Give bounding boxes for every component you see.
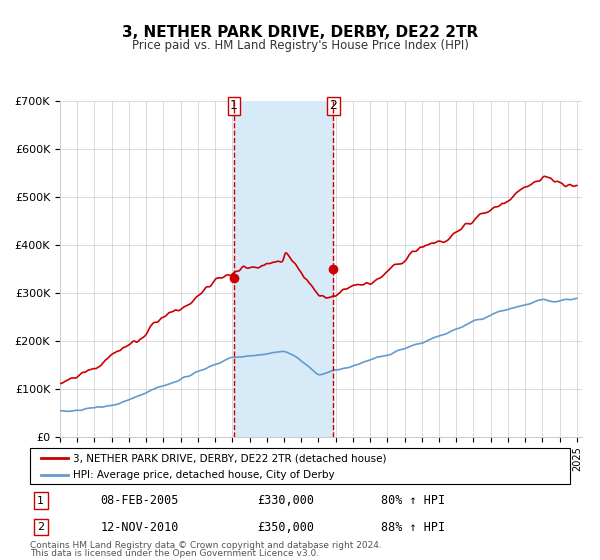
- Text: 12-NOV-2010: 12-NOV-2010: [100, 521, 179, 534]
- FancyBboxPatch shape: [30, 448, 570, 484]
- Text: 1: 1: [37, 496, 44, 506]
- Text: Contains HM Land Registry data © Crown copyright and database right 2024.: Contains HM Land Registry data © Crown c…: [30, 541, 382, 550]
- Text: Price paid vs. HM Land Registry's House Price Index (HPI): Price paid vs. HM Land Registry's House …: [131, 39, 469, 52]
- Text: 88% ↑ HPI: 88% ↑ HPI: [381, 521, 445, 534]
- Text: 2: 2: [37, 522, 44, 532]
- Text: 1: 1: [230, 99, 238, 112]
- Text: 2: 2: [329, 99, 337, 112]
- Text: 80% ↑ HPI: 80% ↑ HPI: [381, 494, 445, 507]
- Text: This data is licensed under the Open Government Licence v3.0.: This data is licensed under the Open Gov…: [30, 549, 319, 558]
- Text: 3, NETHER PARK DRIVE, DERBY, DE22 2TR: 3, NETHER PARK DRIVE, DERBY, DE22 2TR: [122, 25, 478, 40]
- Text: 3, NETHER PARK DRIVE, DERBY, DE22 2TR (detached house): 3, NETHER PARK DRIVE, DERBY, DE22 2TR (d…: [73, 453, 387, 463]
- Bar: [234, 101, 334, 437]
- Text: £350,000: £350,000: [257, 521, 314, 534]
- Text: £330,000: £330,000: [257, 494, 314, 507]
- Text: 08-FEB-2005: 08-FEB-2005: [100, 494, 179, 507]
- Text: HPI: Average price, detached house, City of Derby: HPI: Average price, detached house, City…: [73, 470, 335, 480]
